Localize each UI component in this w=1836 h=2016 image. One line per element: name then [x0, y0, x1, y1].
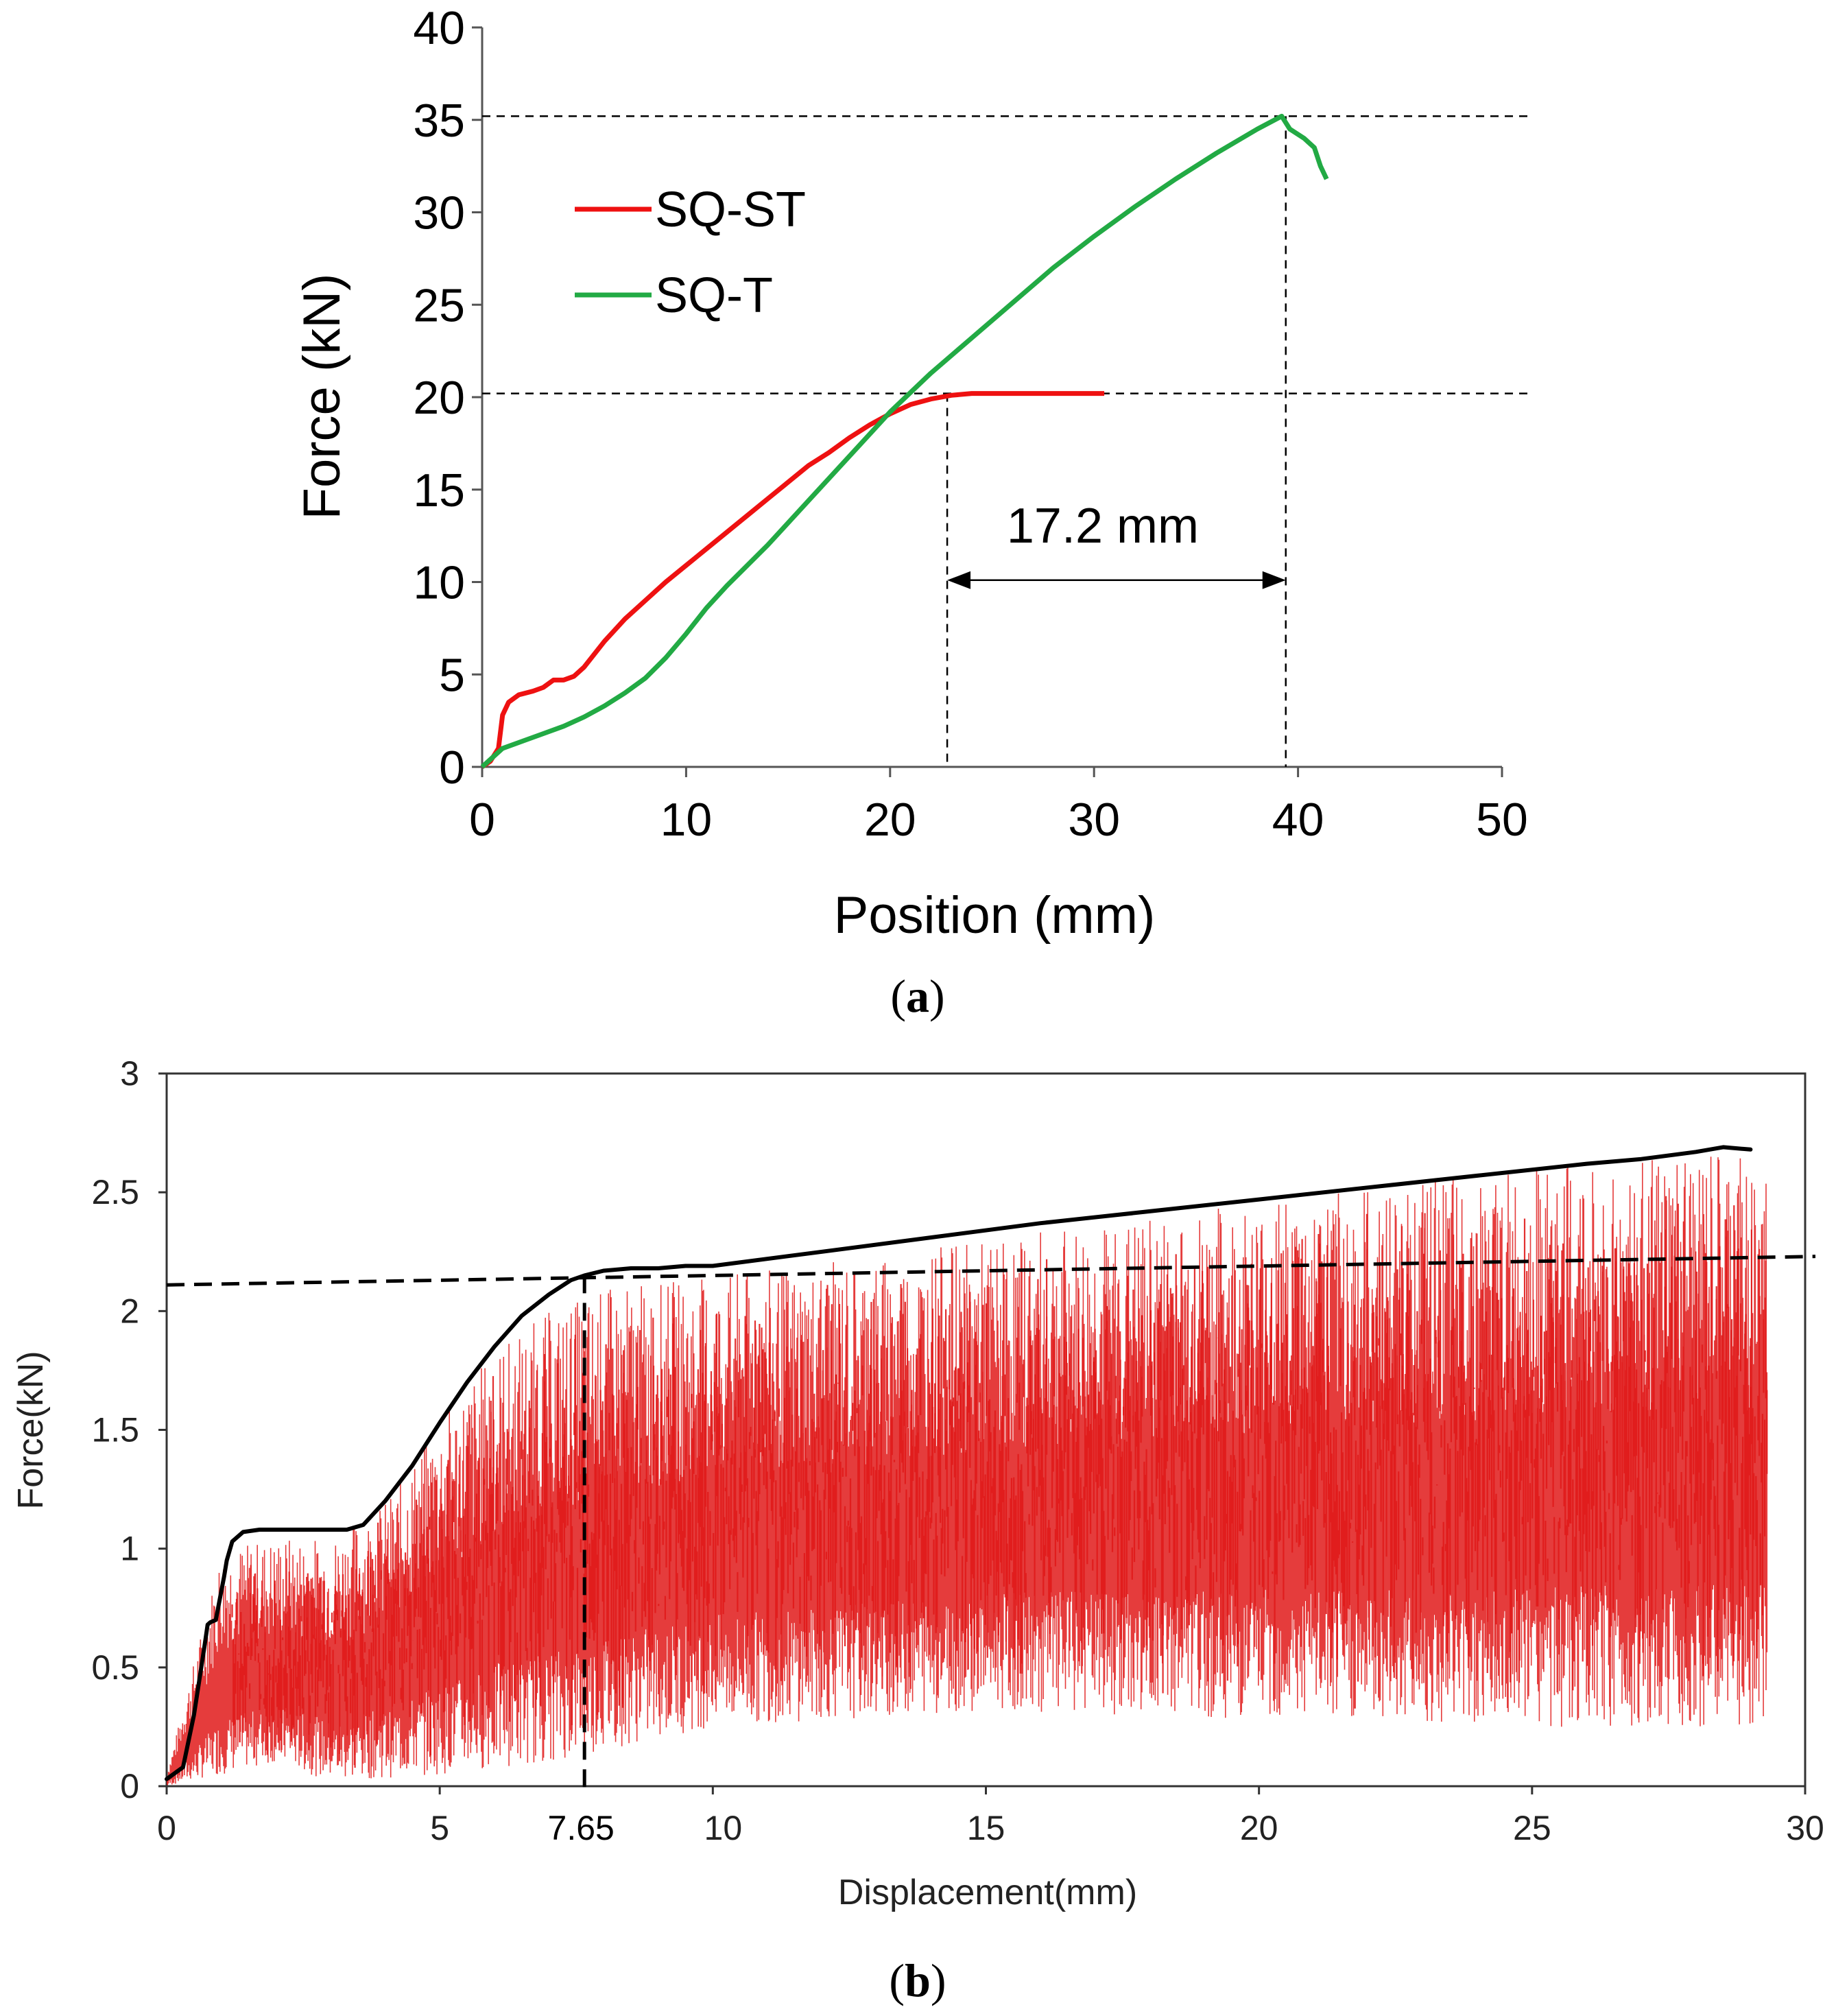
chart-a-caption-letter: a: [906, 970, 929, 1022]
chart-b-envelope-line: [165, 1145, 1753, 1781]
chart-a-y-tick-label: 35: [413, 95, 465, 147]
chart-a-y-tick-label: 15: [413, 464, 465, 517]
chart-a-caption-open: (: [890, 970, 906, 1022]
chart-a-x-tick-label: 0: [469, 794, 495, 846]
chart-a-span-arrowhead-left: [947, 571, 971, 589]
chart-a-y-tick-label: 0: [439, 742, 465, 794]
chart-b-x-tick-label: 5: [430, 1809, 449, 1847]
chart-b-y-tick-label: 1: [120, 1530, 139, 1568]
chart-a-x-axis-title: Position (mm): [834, 886, 1156, 945]
chart-b-y-axis-title: Force(kN): [11, 1351, 51, 1509]
chart-a-y-tick-label: 40: [413, 2, 465, 54]
chart-a-y-axis-title: Force (kN): [293, 274, 351, 520]
chart-a-x-tick-label: 30: [1068, 794, 1120, 846]
chart-b-caption-open: (: [889, 1954, 905, 2006]
chart-a-x-tick-label: 10: [660, 794, 713, 846]
chart-b-y-tick-label: 2: [120, 1292, 139, 1330]
chart-a-y-tick-label: 30: [413, 187, 465, 239]
chart-b-caption-close: ): [931, 1954, 946, 2006]
chart-a-caption-close: ): [929, 970, 945, 1022]
chart-b-marker-tick-label: 7.65: [548, 1809, 615, 1847]
chart-a-span-label: 17.2 mm: [1007, 499, 1199, 554]
chart-b-x-axis-title: Displacement(mm): [838, 1873, 1137, 1912]
chart-a-y-tick-label: 5: [439, 649, 465, 701]
legend-label-sq-st: SQ-ST: [655, 182, 806, 237]
chart-a-x-tick-label: 20: [864, 794, 916, 846]
chart-b-x-tick-label: 15: [967, 1809, 1005, 1847]
chart-b-y-tick-label: 1.5: [91, 1411, 139, 1449]
chart-b-caption: (b): [889, 1954, 946, 2006]
chart-a: 0 5 10 15 20 25 30 35 40 0 10 20 30 40 50 17.2 mm SQ-S…: [293, 2, 1529, 1022]
chart-b-x-tick-label: 25: [1513, 1809, 1551, 1847]
chart-b-y-tick-label: 0.5: [91, 1648, 139, 1687]
chart-a-x-tick-label: 40: [1272, 794, 1324, 846]
chart-a-series-sq-t: [480, 113, 1329, 769]
chart-b: 00.511.522.530 5 10 15 20 25 307.65 Displaceme…: [11, 1054, 1824, 2006]
chart-b-dashed-yield-line: [166, 1255, 1816, 1287]
chart-b-x-tick-label: 20: [1240, 1809, 1278, 1847]
chart-b-oscillation-core: [231, 1196, 1768, 1768]
chart-a-legend: SQ-ST SQ-T: [575, 182, 806, 323]
chart-a-y-tick-label: 20: [413, 372, 465, 424]
chart-b-caption-letter: b: [905, 1954, 931, 2006]
chart-b-y-tick-label: 3: [120, 1054, 139, 1093]
chart-b-y-tick-label: 0: [120, 1767, 139, 1805]
chart-b-oscillation-series: [167, 1157, 1768, 1786]
chart-a-y-tick-label: 25: [413, 279, 465, 331]
chart-a-series-sq-st: [481, 391, 1105, 769]
chart-a-span-arrowhead-right: [1262, 571, 1286, 589]
chart-b-x-tick-label: 30: [1786, 1809, 1824, 1847]
chart-a-caption: (a): [890, 970, 944, 1022]
chart-a-x-tick-label: 50: [1476, 794, 1528, 846]
chart-b-y-tick-label: 2.5: [91, 1173, 139, 1211]
chart-b-x-tick-label: 10: [704, 1809, 743, 1847]
legend-label-sq-t: SQ-T: [655, 268, 773, 323]
chart-a-y-tick-label: 10: [413, 557, 465, 609]
chart-b-x-tick-label: 0: [157, 1809, 176, 1847]
